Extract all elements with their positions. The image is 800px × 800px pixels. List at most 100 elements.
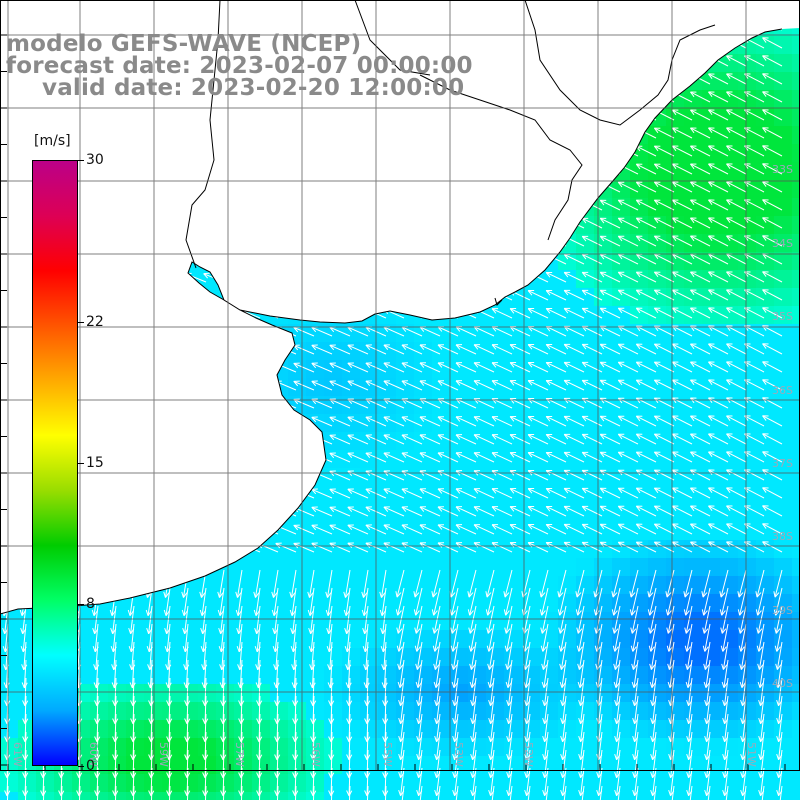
wind-arrow	[527, 380, 549, 391]
wind-arrow	[545, 163, 567, 175]
wind-arrow	[397, 641, 405, 670]
wind-arrow	[77, 237, 99, 247]
wind-arrow	[59, 28, 81, 31]
wind-arrow	[671, 379, 693, 391]
wind-arrow	[618, 28, 639, 31]
wind-arrow	[509, 344, 531, 355]
wind-arrow	[113, 525, 135, 535]
wind-arrow	[726, 127, 747, 139]
wind-arrow	[383, 200, 405, 211]
wind-arrow	[635, 73, 657, 85]
wind-arrow	[0, 363, 9, 373]
wind-arrow	[527, 434, 549, 445]
wind-arrow	[77, 417, 99, 427]
wind-arrow	[77, 201, 99, 211]
wind-arrow	[473, 110, 495, 121]
wind-arrow	[762, 145, 783, 157]
latitude-label: 35S	[772, 310, 793, 323]
wind-arrow	[491, 146, 513, 157]
wind-arrow	[131, 344, 153, 355]
wind-arrow	[491, 164, 513, 175]
wind-arrow	[491, 218, 513, 229]
wind-arrow	[762, 271, 783, 283]
wind-arrow	[726, 163, 747, 175]
wind-arrow	[0, 525, 9, 535]
wind-arrow	[762, 181, 783, 193]
longitude-label: 57W	[233, 742, 246, 767]
wind-arrow	[0, 417, 9, 427]
wind-arrow	[167, 164, 189, 175]
wind-arrow	[505, 659, 513, 688]
wind-arrow	[0, 237, 9, 247]
wind-arrow	[221, 182, 243, 193]
wind-arrow	[599, 487, 621, 499]
wind-arrow	[653, 271, 675, 283]
wind-arrow	[455, 416, 477, 427]
wind-arrow	[473, 92, 495, 103]
wind-arrow	[487, 641, 495, 670]
wind-arrow	[469, 641, 477, 670]
wind-arrow	[275, 452, 297, 463]
wind-arrow	[744, 28, 765, 31]
wind-arrow	[491, 434, 513, 445]
wind-arrow	[708, 361, 729, 373]
wind-arrow	[419, 182, 441, 193]
wind-arrow	[0, 129, 9, 139]
wind-arrow	[239, 110, 261, 121]
wind-arrow	[527, 452, 549, 463]
wind-arrow	[581, 55, 603, 67]
wind-arrow	[726, 379, 747, 391]
wind-arrow	[311, 290, 333, 301]
wind-arrow	[509, 38, 531, 49]
wind-arrow	[635, 361, 657, 373]
wind-arrow	[257, 434, 279, 445]
wind-arrow	[347, 362, 369, 373]
wind-arrow	[113, 345, 135, 355]
wind-arrow	[239, 380, 261, 391]
wind-arrow	[617, 199, 639, 211]
wind-arrow	[275, 28, 297, 31]
wind-arrow	[708, 451, 729, 463]
wind-arrow	[419, 128, 441, 139]
wind-arrow	[467, 569, 477, 598]
wind-arrow	[0, 399, 9, 409]
wind-arrow	[455, 200, 477, 211]
wind-arrow	[755, 569, 765, 598]
wind-arrow	[653, 469, 675, 481]
wind-arrow	[401, 380, 423, 391]
wind-arrow	[131, 488, 153, 499]
wind-arrow	[474, 3, 494, 12]
wind-arrow	[221, 110, 243, 121]
wind-arrow	[559, 641, 567, 670]
wind-arrow	[329, 164, 351, 175]
wind-arrow	[450, 623, 459, 652]
wind-arrow	[774, 623, 783, 652]
wind-arrow	[203, 452, 225, 463]
wind-arrow	[275, 416, 297, 427]
wind-arrow	[671, 199, 693, 211]
wind-arrow	[329, 128, 351, 139]
wind-arrow	[648, 605, 657, 634]
wind-arrow	[401, 164, 423, 175]
wind-arrow	[455, 272, 477, 283]
wind-arrow	[95, 381, 117, 391]
wind-arrow	[383, 416, 405, 427]
wind-arrow	[702, 605, 711, 634]
wind-arrow	[671, 433, 693, 445]
wind-arrow	[635, 343, 657, 355]
wind-arrow	[545, 91, 567, 103]
wind-arrow	[708, 217, 729, 229]
wind-arrow	[113, 291, 135, 301]
wind-arrow	[726, 469, 747, 481]
wind-arrow	[726, 145, 747, 157]
wind-arrow	[563, 361, 585, 373]
wind-arrow	[431, 587, 441, 616]
wind-arrow	[293, 128, 315, 139]
wind-arrow	[347, 488, 369, 499]
wind-arrow	[329, 452, 351, 463]
longitude-label: 55W	[381, 742, 394, 767]
wind-arrow	[455, 110, 477, 121]
wind-arrow	[726, 451, 747, 463]
wind-arrow	[239, 164, 261, 175]
wind-arrow	[167, 506, 189, 517]
